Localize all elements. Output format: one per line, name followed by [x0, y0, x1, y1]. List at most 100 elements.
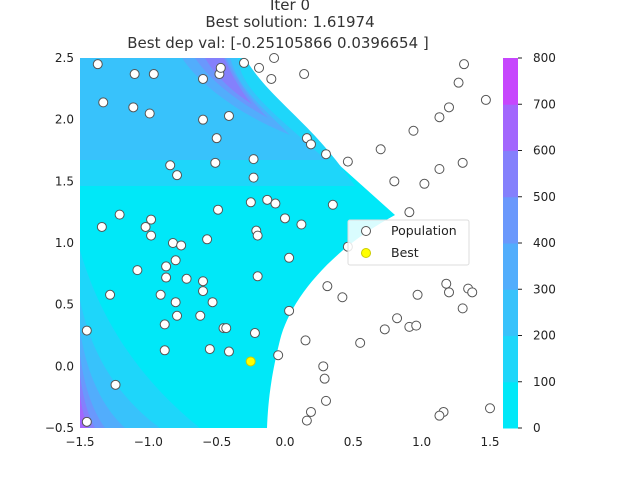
- colorbar-tick-label: 400: [533, 236, 556, 250]
- x-tick-label: 1.0: [412, 435, 431, 449]
- population-point: [81, 416, 92, 427]
- population-point: [266, 73, 277, 84]
- colorbar-tick-label: 100: [533, 375, 556, 389]
- population-point: [379, 324, 390, 335]
- population-point: [146, 214, 157, 225]
- population-point: [249, 328, 260, 339]
- x-tick-label: −0.5: [202, 435, 231, 449]
- population-point: [441, 278, 452, 289]
- population-point: [110, 379, 121, 390]
- population-point: [375, 144, 386, 155]
- population-point: [299, 69, 310, 80]
- population-point: [170, 297, 181, 308]
- population-point: [213, 204, 224, 215]
- population-point: [155, 289, 166, 300]
- population-point: [248, 172, 259, 183]
- population-point: [280, 213, 290, 224]
- legend: Population Best: [347, 219, 470, 266]
- population-point: [408, 125, 419, 136]
- population-point: [457, 157, 468, 168]
- population-point: [105, 289, 116, 300]
- population-point: [342, 156, 353, 167]
- population-point: [167, 238, 178, 248]
- population-point: [98, 97, 109, 108]
- population-point: [419, 178, 430, 189]
- population-point: [161, 261, 172, 272]
- population-point: [239, 57, 249, 68]
- population-point: [252, 271, 263, 282]
- title-line-2: Best solution: 1.61974: [205, 13, 374, 31]
- colorbar-tick-label: 0: [533, 421, 541, 435]
- population-point: [198, 276, 208, 287]
- population-point: [221, 323, 232, 334]
- population-point: [467, 287, 478, 298]
- population-point: [198, 114, 208, 125]
- population-point: [96, 221, 107, 232]
- population-point: [252, 230, 263, 241]
- colorbar-tick-label: 700: [533, 97, 556, 111]
- population-point: [198, 73, 208, 84]
- population-point: [434, 410, 445, 421]
- colorbar-segment: [503, 196, 518, 244]
- legend-label-population: Population: [391, 223, 457, 238]
- y-tick-label: 1.5: [55, 174, 74, 188]
- colorbar-segment: [503, 289, 518, 336]
- population-point: [161, 272, 172, 283]
- population-point: [444, 102, 454, 113]
- population-point: [434, 164, 445, 174]
- population-point: [305, 139, 316, 150]
- population-point: [165, 160, 176, 171]
- population-point: [172, 170, 183, 181]
- colorbar-tick-label: 800: [533, 51, 556, 65]
- population-point: [296, 219, 307, 230]
- population-point: [284, 252, 295, 263]
- population-point: [389, 176, 400, 187]
- x-tick-label: 0.5: [344, 435, 363, 449]
- y-axis: −0.5 0.0 0.5 1.0 1.5 2.0 2.5: [45, 51, 74, 435]
- best-point: [245, 356, 256, 367]
- population-point: [300, 335, 311, 346]
- population-point: [81, 325, 92, 336]
- population-point: [148, 69, 159, 80]
- population-point: [322, 281, 333, 292]
- population-point: [215, 62, 226, 73]
- population-point: [355, 337, 366, 348]
- legend-label-best: Best: [391, 245, 419, 260]
- population-point: [159, 345, 170, 356]
- y-tick-label: 0.0: [55, 359, 74, 373]
- population-point: [318, 361, 329, 372]
- contour-region: [80, 58, 395, 428]
- population-point: [181, 273, 192, 284]
- colorbar-tick-label: 500: [533, 190, 556, 204]
- legend-box: [347, 219, 470, 266]
- population-point: [262, 194, 273, 205]
- population-point: [202, 234, 213, 245]
- population-point: [92, 59, 103, 70]
- population-point: [254, 62, 265, 73]
- colorbar-tick-label: 300: [533, 282, 556, 296]
- population-point: [444, 287, 454, 298]
- population-point: [284, 305, 295, 316]
- population-point: [434, 112, 445, 123]
- population-point: [129, 69, 140, 80]
- legend-marker-population: [361, 226, 371, 236]
- title-line-3: Best dep val: [-0.25105866 0.0396654 ]: [127, 34, 429, 52]
- colorbar-segment: [503, 243, 518, 290]
- population-point: [146, 230, 157, 241]
- population-point: [457, 303, 468, 314]
- x-tick-label: 1.5: [480, 435, 499, 449]
- population-point: [327, 199, 338, 210]
- population-point: [223, 346, 234, 357]
- colorbar-tick-label: 600: [533, 144, 556, 158]
- population-point: [211, 133, 222, 144]
- population-point: [223, 110, 234, 121]
- population-point: [159, 319, 170, 330]
- population-point: [114, 209, 125, 220]
- population-point: [321, 395, 331, 406]
- population-point: [301, 415, 312, 426]
- colorbar-tick-label: 200: [533, 329, 556, 343]
- population-point: [453, 77, 464, 88]
- y-tick-label: −0.5: [45, 421, 74, 435]
- contour-band-2: [80, 58, 326, 428]
